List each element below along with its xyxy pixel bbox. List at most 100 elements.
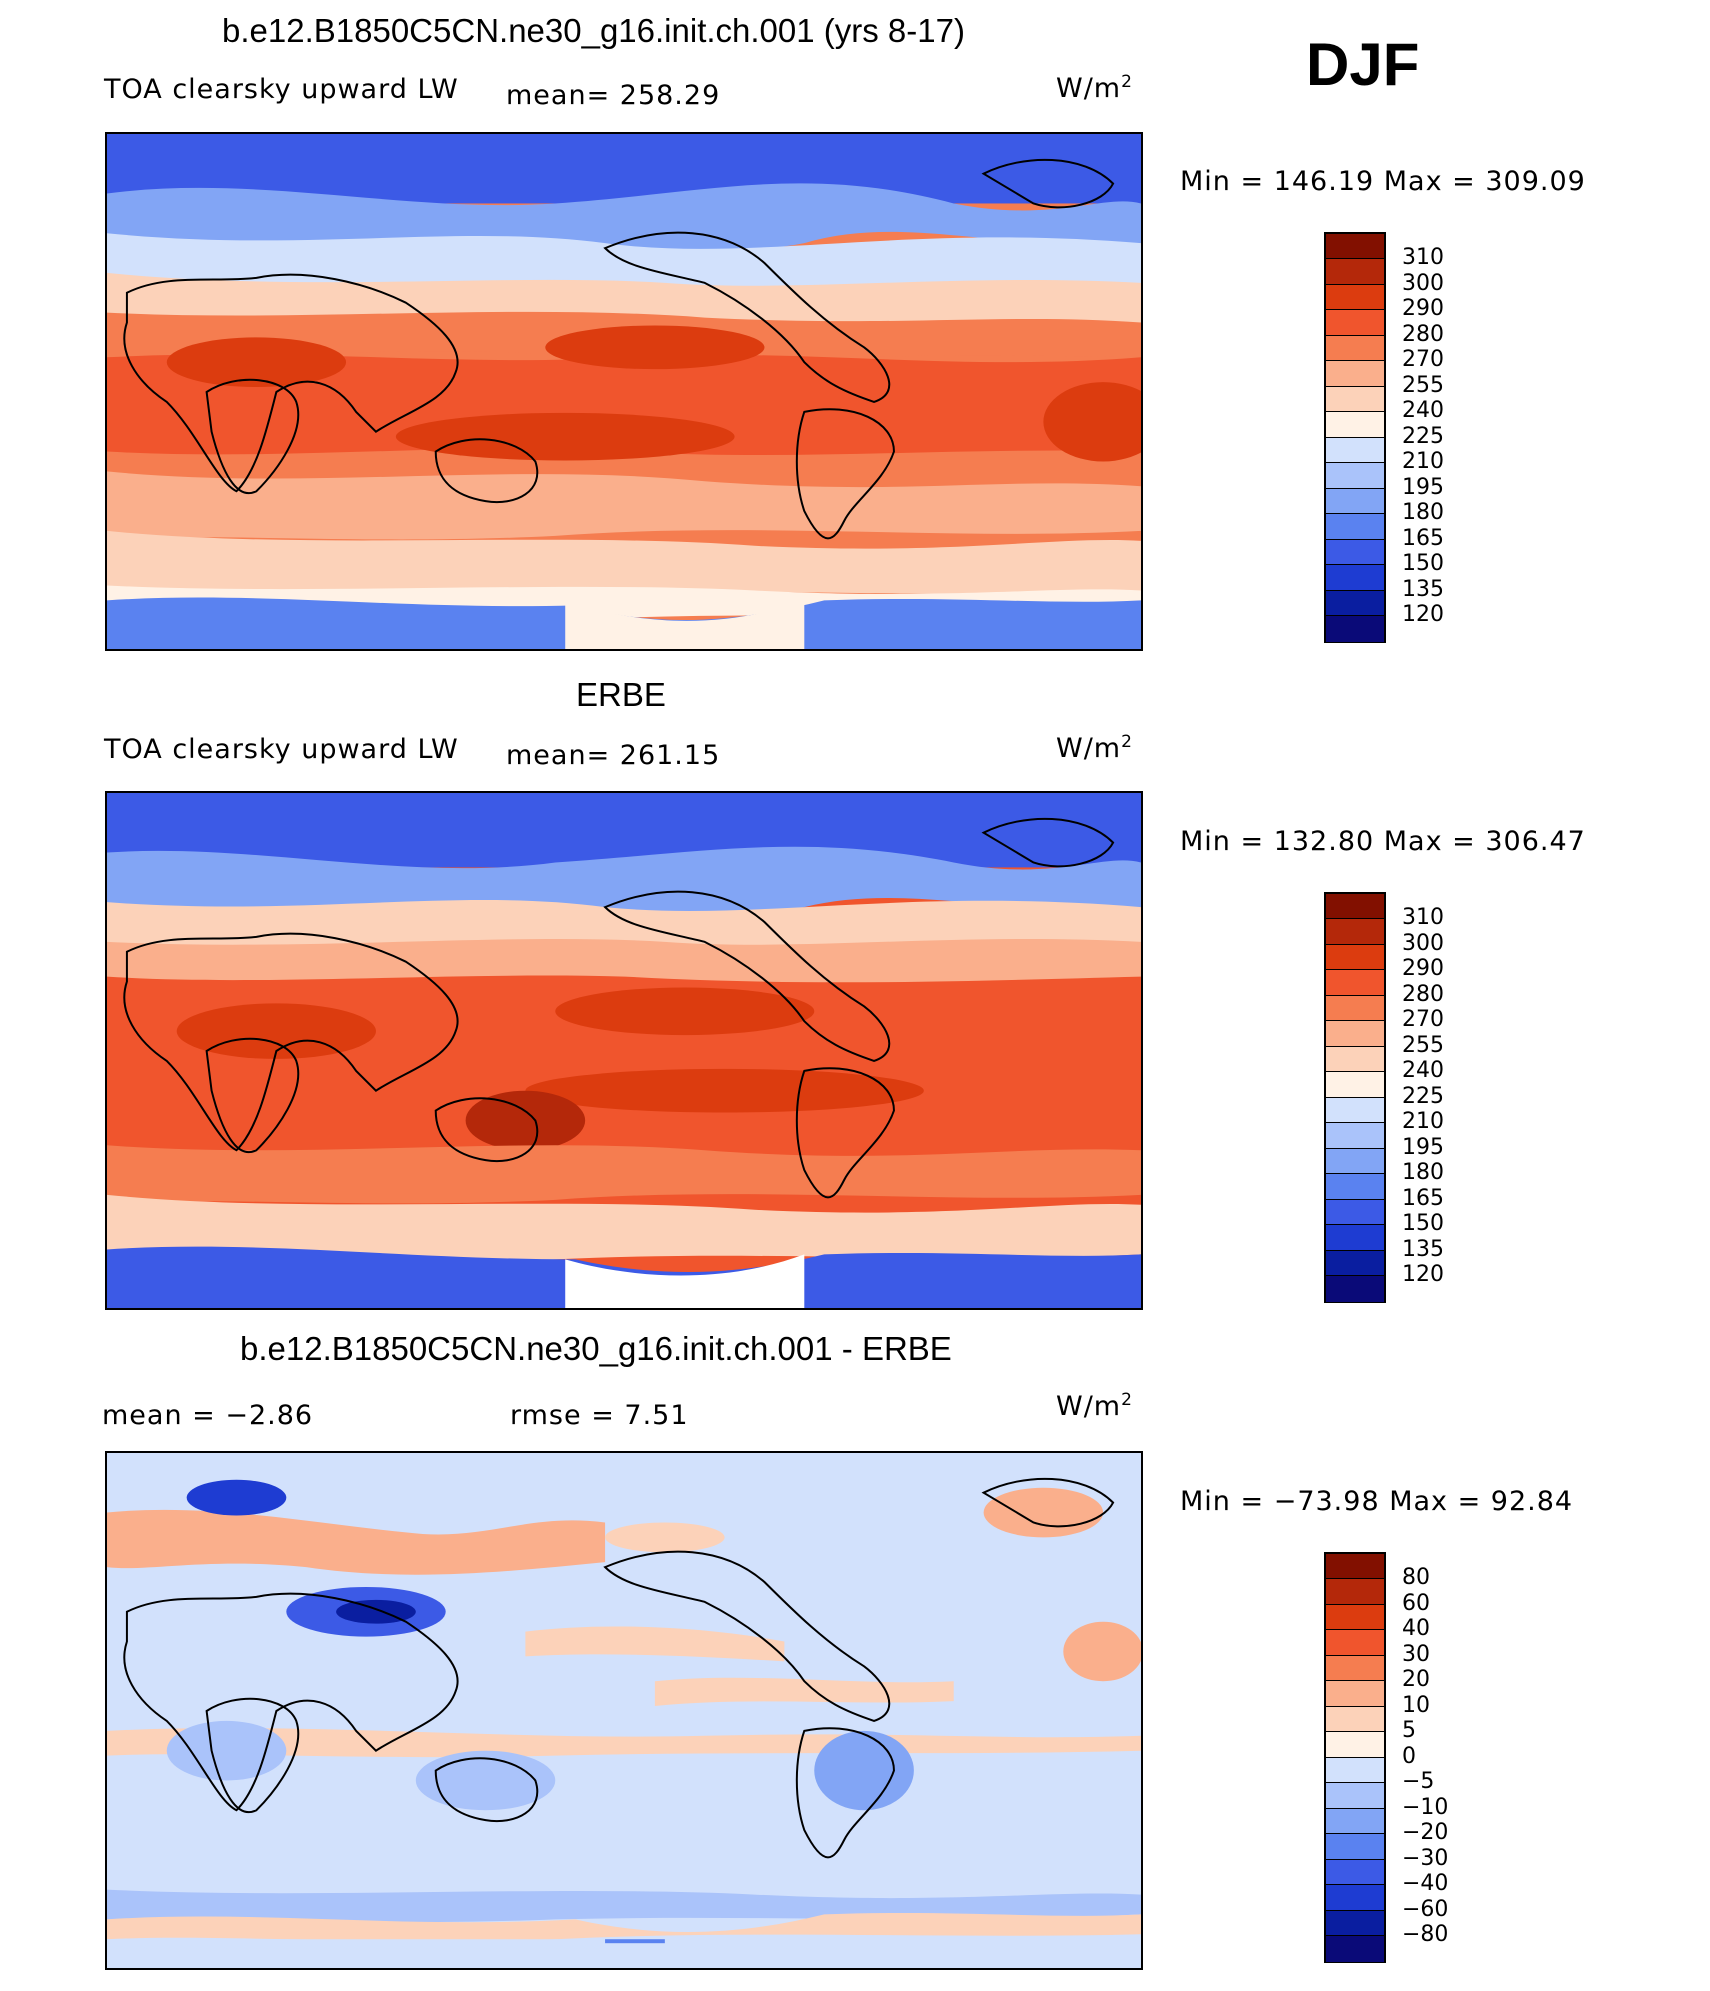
colorbar-swatch <box>1326 1783 1384 1809</box>
colorbar-swatch <box>1326 995 1384 1022</box>
colorbar-tick: 195 <box>1402 474 1444 500</box>
colorbar-tick: 120 <box>1402 602 1444 627</box>
colorbar-swatch <box>1326 1655 1384 1682</box>
colorbar-swatch <box>1326 1123 1384 1149</box>
panel1-minmax: Min = 146.19 Max = 309.09 <box>1180 166 1586 197</box>
colorbar-swatch <box>1326 616 1384 642</box>
colorbar-swatch <box>1326 259 1384 285</box>
panel2-colorbar <box>1324 892 1386 1303</box>
colorbar-tick: 135 <box>1402 576 1444 602</box>
colorbar-swatch <box>1326 1936 1384 1962</box>
colorbar-swatch <box>1326 1046 1384 1073</box>
panel2-map <box>105 791 1143 1310</box>
colorbar-tick: 210 <box>1402 449 1444 474</box>
panel3-units: W/m2 <box>1056 1390 1133 1422</box>
colorbar-swatch <box>1326 1225 1384 1251</box>
colorbar-swatch <box>1326 1097 1384 1124</box>
colorbar-swatch <box>1326 361 1384 387</box>
colorbar-swatch <box>1326 1199 1384 1226</box>
colorbar-tick: −60 <box>1402 1896 1449 1922</box>
colorbar-swatch <box>1326 514 1384 540</box>
panel3-mean-label: mean = −2.86 <box>102 1400 314 1431</box>
colorbar-tick: −5 <box>1402 1769 1435 1794</box>
panel1-variable-label: TOA clearsky upward LW <box>104 74 459 105</box>
colorbar-swatch <box>1326 1706 1384 1733</box>
colorbar-tick: 240 <box>1402 398 1444 423</box>
panel3-title: b.e12.B1850C5CN.ne30_g16.init.ch.001 - E… <box>240 1330 952 1367</box>
panel2-variable-label: TOA clearsky upward LW <box>104 734 459 765</box>
colorbar-tick: −30 <box>1402 1845 1449 1871</box>
colorbar-swatch <box>1326 1072 1384 1098</box>
colorbar-swatch <box>1326 1630 1384 1656</box>
colorbar-swatch <box>1326 335 1384 362</box>
colorbar-tick: 165 <box>1402 1185 1444 1211</box>
colorbar-swatch <box>1326 284 1384 311</box>
panel2-minmax: Min = 132.80 Max = 306.47 <box>1180 826 1586 857</box>
colorbar-swatch <box>1326 1885 1384 1911</box>
colorbar-swatch <box>1326 919 1384 945</box>
colorbar-tick: 40 <box>1402 1616 1430 1641</box>
colorbar-swatch <box>1326 1910 1384 1937</box>
panel1-title: b.e12.B1850C5CN.ne30_g16.init.ch.001 (yr… <box>222 12 965 49</box>
colorbar-tick: 270 <box>1402 347 1444 372</box>
colorbar-tick: 30 <box>1402 1641 1430 1667</box>
colorbar-swatch <box>1326 1148 1384 1175</box>
colorbar-tick: 5 <box>1402 1718 1416 1743</box>
colorbar-swatch <box>1326 1604 1384 1631</box>
colorbar-swatch <box>1326 894 1384 920</box>
colorbar-swatch <box>1326 1250 1384 1277</box>
colorbar-tick: −80 <box>1402 1922 1449 1947</box>
colorbar-swatch <box>1326 590 1384 617</box>
colorbar-tick: 310 <box>1402 905 1444 930</box>
colorbar-tick: 165 <box>1402 525 1444 551</box>
colorbar-tick: 280 <box>1402 981 1444 1007</box>
colorbar-swatch <box>1326 488 1384 515</box>
panel3-colorbar <box>1324 1552 1386 1963</box>
colorbar-tick: 300 <box>1402 930 1444 956</box>
colorbar-tick: 60 <box>1402 1590 1430 1616</box>
colorbar-swatch <box>1326 463 1384 489</box>
colorbar-swatch <box>1326 1021 1384 1047</box>
colorbar-tick: 270 <box>1402 1007 1444 1032</box>
colorbar-swatch <box>1326 539 1384 566</box>
colorbar-tick: 290 <box>1402 956 1444 981</box>
colorbar-swatch <box>1326 412 1384 438</box>
colorbar-tick: 180 <box>1402 500 1444 525</box>
colorbar-tick: 210 <box>1402 1109 1444 1134</box>
colorbar-tick: 135 <box>1402 1236 1444 1262</box>
colorbar-swatch <box>1326 437 1384 464</box>
season-label: DJF <box>1306 31 1420 98</box>
colorbar-tick: 10 <box>1402 1692 1430 1718</box>
colorbar-tick: 290 <box>1402 296 1444 321</box>
colorbar-swatch <box>1326 1681 1384 1707</box>
panel3-minmax: Min = −73.98 Max = 92.84 <box>1180 1486 1574 1517</box>
colorbar-swatch <box>1326 1276 1384 1302</box>
panel3-map <box>105 1451 1143 1970</box>
colorbar-swatch <box>1326 1732 1384 1758</box>
colorbar-tick: 195 <box>1402 1134 1444 1160</box>
colorbar-tick: 150 <box>1402 551 1444 576</box>
panel1-mean-label: mean= 258.29 <box>506 80 721 111</box>
panel1-units: W/m2 <box>1056 72 1133 104</box>
panel3-rmse-label: rmse = 7.51 <box>510 1400 689 1431</box>
colorbar-tick: 225 <box>1402 423 1444 449</box>
colorbar-tick: 255 <box>1402 1032 1444 1058</box>
colorbar-tick: 225 <box>1402 1083 1444 1109</box>
colorbar-tick: 310 <box>1402 245 1444 270</box>
panel2-mean-label: mean= 261.15 <box>506 740 721 771</box>
colorbar-swatch <box>1326 1834 1384 1860</box>
colorbar-tick: 280 <box>1402 321 1444 347</box>
colorbar-swatch <box>1326 970 1384 996</box>
panel2-title: ERBE <box>576 676 666 713</box>
colorbar-swatch <box>1326 1808 1384 1835</box>
colorbar-swatch <box>1326 310 1384 336</box>
colorbar-tick: −10 <box>1402 1794 1449 1820</box>
colorbar-swatch <box>1326 1174 1384 1200</box>
colorbar-tick: 0 <box>1402 1743 1416 1769</box>
colorbar-tick: 20 <box>1402 1667 1430 1692</box>
colorbar-tick: 255 <box>1402 372 1444 398</box>
colorbar-swatch <box>1326 234 1384 260</box>
panel1-colorbar <box>1324 232 1386 643</box>
colorbar-swatch <box>1326 1859 1384 1886</box>
colorbar-tick: −40 <box>1402 1871 1449 1896</box>
